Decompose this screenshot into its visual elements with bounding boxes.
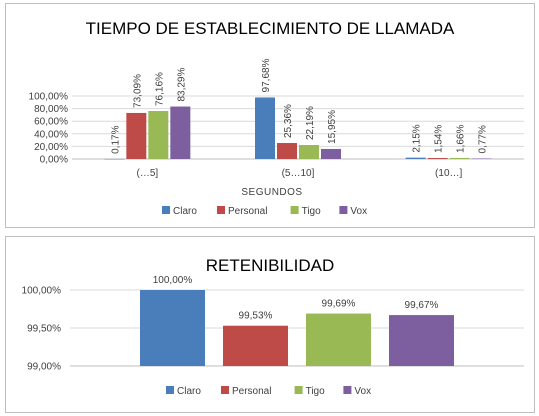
bar-vox (170, 106, 191, 159)
legend-label-tigo: Tigo (306, 386, 326, 397)
y-tick-label: 100,00% (22, 286, 62, 297)
x-tick-label: (10…] (435, 168, 462, 179)
bar-tigo (449, 157, 470, 159)
legend-swatch-claro (162, 206, 170, 214)
data-label: 2,15% (412, 124, 423, 152)
y-tick-label: 60,00% (34, 117, 68, 128)
x-tick-label: (…5] (136, 168, 158, 179)
bar-personal (277, 143, 297, 159)
legend-label-claro: Claro (173, 206, 197, 217)
data-label: 97,68% (261, 58, 272, 92)
bar-personal (223, 325, 288, 366)
x-axis-label: SEGUNDOS (241, 187, 302, 198)
bar-personal (126, 112, 147, 159)
data-label: 73,09% (132, 74, 143, 108)
bar-vox (321, 148, 341, 159)
y-tick-label: 80,00% (34, 104, 68, 115)
data-label: 22,19% (305, 106, 316, 140)
data-label: 99,69% (322, 299, 356, 310)
legend-label-personal: Personal (232, 386, 271, 397)
legend-label-personal: Personal (228, 206, 267, 217)
legend-swatch-tigo (290, 206, 299, 214)
legend-label-vox: Vox (350, 206, 367, 217)
y-tick-label: 20,00% (34, 142, 68, 153)
bar-tigo (148, 111, 169, 159)
data-label: 99,67% (405, 300, 439, 311)
chart-panel-tiempo-establecimiento: TIEMPO DE ESTABLECIMIENTO DE LLAMADA 0,0… (5, 3, 535, 228)
y-tick-label: 0,00% (40, 155, 68, 166)
chart-tiempo-establecimiento: TIEMPO DE ESTABLECIMIENTO DE LLAMADA 0,0… (29, 19, 524, 217)
y-tick-label: 40,00% (34, 129, 68, 140)
legend-swatch-vox (343, 386, 352, 394)
chart-title: TIEMPO DE ESTABLECIMIENTO DE LLAMADA (86, 19, 455, 38)
chart-title: RETENIBILIDAD (206, 256, 334, 275)
data-label: 99,53% (239, 311, 273, 322)
legend-swatch-claro (166, 386, 174, 394)
data-label: 83,29% (176, 68, 187, 102)
data-label: 1,54% (434, 125, 445, 153)
bar-tigo (306, 313, 371, 366)
y-tick-label: 99,00% (27, 362, 61, 373)
bar-personal (427, 158, 448, 159)
data-label: 76,16% (154, 72, 165, 106)
bar-vox (471, 158, 492, 160)
bar-claro (255, 97, 275, 159)
x-tick-label: (5…10] (282, 168, 315, 179)
legend-swatch-vox (339, 206, 348, 214)
data-label: 25,36% (283, 104, 294, 138)
y-tick-label: 99,50% (27, 324, 61, 335)
data-label: 15,95% (327, 110, 338, 144)
data-label: 0,77% (478, 125, 489, 153)
bar-claro (104, 158, 125, 160)
bar-tigo (299, 145, 319, 159)
data-label: 100,00% (153, 275, 193, 286)
chart-retenibilidad: RETENIBILIDAD 99,00% 99,50% 100,00% 100,00… (22, 256, 524, 397)
bar-claro (140, 290, 205, 366)
legend-label-tigo: Tigo (302, 206, 322, 217)
data-label: 1,66% (456, 124, 467, 152)
legend-swatch-personal (221, 386, 229, 394)
data-label: 0,17% (110, 125, 121, 153)
legend-swatch-tigo (294, 386, 303, 394)
legend-label-vox: Vox (354, 386, 371, 397)
y-tick-label: 100,00% (29, 92, 69, 103)
legend-label-claro: Claro (177, 386, 201, 397)
legend-swatch-personal (217, 206, 225, 214)
bar-vox (389, 315, 454, 366)
bar-claro (405, 157, 426, 159)
chart-panel-retenibilidad: RETENIBILIDAD 99,00% 99,50% 100,00% 100,00… (5, 236, 535, 413)
